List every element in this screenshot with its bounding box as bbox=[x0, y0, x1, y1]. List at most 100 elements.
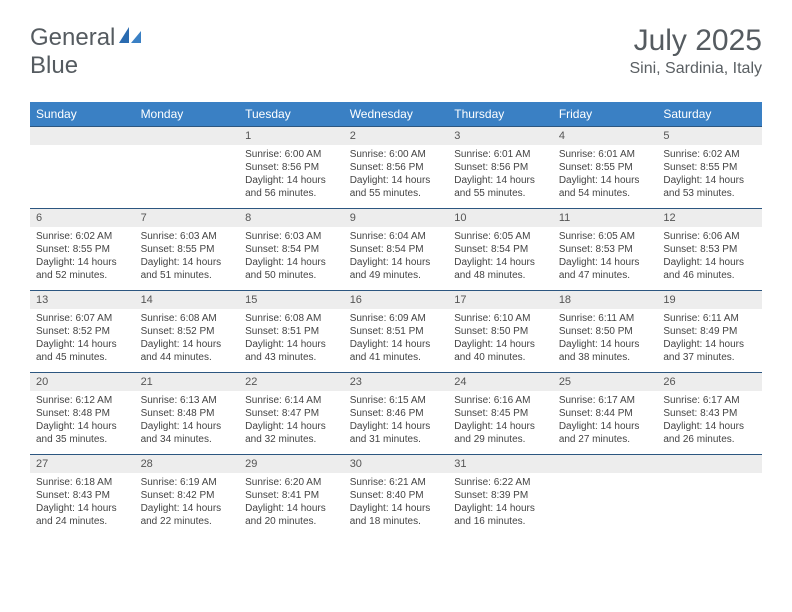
sunrise-text: Sunrise: 6:01 AM bbox=[454, 148, 547, 161]
day-cell: 10Sunrise: 6:05 AMSunset: 8:54 PMDayligh… bbox=[448, 209, 553, 291]
sunset-text: Sunset: 8:50 PM bbox=[559, 325, 652, 338]
day-cell: 30Sunrise: 6:21 AMSunset: 8:40 PMDayligh… bbox=[344, 455, 449, 537]
day-number bbox=[657, 455, 762, 473]
day-number: 19 bbox=[657, 291, 762, 309]
day-cell: 7Sunrise: 6:03 AMSunset: 8:55 PMDaylight… bbox=[135, 209, 240, 291]
day-body: Sunrise: 6:11 AMSunset: 8:50 PMDaylight:… bbox=[553, 309, 658, 370]
week-row: 20Sunrise: 6:12 AMSunset: 8:48 PMDayligh… bbox=[30, 373, 762, 455]
column-header: Sunday bbox=[30, 102, 135, 127]
location-text: Sini, Sardinia, Italy bbox=[629, 60, 762, 78]
sunset-text: Sunset: 8:48 PM bbox=[36, 407, 129, 420]
sunrise-text: Sunrise: 6:18 AM bbox=[36, 476, 129, 489]
day-body: Sunrise: 6:11 AMSunset: 8:49 PMDaylight:… bbox=[657, 309, 762, 370]
day-body: Sunrise: 6:06 AMSunset: 8:53 PMDaylight:… bbox=[657, 227, 762, 288]
day-body: Sunrise: 6:00 AMSunset: 8:56 PMDaylight:… bbox=[239, 145, 344, 206]
sunrise-text: Sunrise: 6:08 AM bbox=[141, 312, 234, 325]
day-body: Sunrise: 6:15 AMSunset: 8:46 PMDaylight:… bbox=[344, 391, 449, 452]
day-cell: 3Sunrise: 6:01 AMSunset: 8:56 PMDaylight… bbox=[448, 127, 553, 209]
day-body: Sunrise: 6:09 AMSunset: 8:51 PMDaylight:… bbox=[344, 309, 449, 370]
sunset-text: Sunset: 8:52 PM bbox=[36, 325, 129, 338]
daylight-text: Daylight: 14 hours and 22 minutes. bbox=[141, 502, 234, 528]
day-number: 2 bbox=[344, 127, 449, 145]
daylight-text: Daylight: 14 hours and 54 minutes. bbox=[559, 174, 652, 200]
sunset-text: Sunset: 8:56 PM bbox=[245, 161, 338, 174]
column-header: Tuesday bbox=[239, 102, 344, 127]
sunset-text: Sunset: 8:39 PM bbox=[454, 489, 547, 502]
day-body: Sunrise: 6:12 AMSunset: 8:48 PMDaylight:… bbox=[30, 391, 135, 452]
sunset-text: Sunset: 8:52 PM bbox=[141, 325, 234, 338]
calendar-table: SundayMondayTuesdayWednesdayThursdayFrid… bbox=[30, 102, 762, 537]
day-cell: 13Sunrise: 6:07 AMSunset: 8:52 PMDayligh… bbox=[30, 291, 135, 373]
day-cell: 24Sunrise: 6:16 AMSunset: 8:45 PMDayligh… bbox=[448, 373, 553, 455]
sunset-text: Sunset: 8:56 PM bbox=[350, 161, 443, 174]
week-row: 13Sunrise: 6:07 AMSunset: 8:52 PMDayligh… bbox=[30, 291, 762, 373]
column-header: Saturday bbox=[657, 102, 762, 127]
sunset-text: Sunset: 8:54 PM bbox=[245, 243, 338, 256]
sunrise-text: Sunrise: 6:07 AM bbox=[36, 312, 129, 325]
daylight-text: Daylight: 14 hours and 27 minutes. bbox=[559, 420, 652, 446]
day-number bbox=[30, 127, 135, 145]
sunrise-text: Sunrise: 6:17 AM bbox=[663, 394, 756, 407]
day-cell: 23Sunrise: 6:15 AMSunset: 8:46 PMDayligh… bbox=[344, 373, 449, 455]
day-body: Sunrise: 6:17 AMSunset: 8:44 PMDaylight:… bbox=[553, 391, 658, 452]
day-cell: 14Sunrise: 6:08 AMSunset: 8:52 PMDayligh… bbox=[135, 291, 240, 373]
day-number: 15 bbox=[239, 291, 344, 309]
page-container: General July 2025 Sini, Sardinia, Italy … bbox=[0, 0, 792, 557]
sunrise-text: Sunrise: 6:09 AM bbox=[350, 312, 443, 325]
day-cell: 9Sunrise: 6:04 AMSunset: 8:54 PMDaylight… bbox=[344, 209, 449, 291]
daylight-text: Daylight: 14 hours and 55 minutes. bbox=[454, 174, 547, 200]
day-cell: 15Sunrise: 6:08 AMSunset: 8:51 PMDayligh… bbox=[239, 291, 344, 373]
day-number: 6 bbox=[30, 209, 135, 227]
daylight-text: Daylight: 14 hours and 34 minutes. bbox=[141, 420, 234, 446]
logo-sail-icon bbox=[117, 24, 143, 52]
sunset-text: Sunset: 8:53 PM bbox=[663, 243, 756, 256]
daylight-text: Daylight: 14 hours and 35 minutes. bbox=[36, 420, 129, 446]
daylight-text: Daylight: 14 hours and 16 minutes. bbox=[454, 502, 547, 528]
day-number: 30 bbox=[344, 455, 449, 473]
daylight-text: Daylight: 14 hours and 41 minutes. bbox=[350, 338, 443, 364]
calendar-body: 1Sunrise: 6:00 AMSunset: 8:56 PMDaylight… bbox=[30, 127, 762, 537]
day-number: 28 bbox=[135, 455, 240, 473]
daylight-text: Daylight: 14 hours and 47 minutes. bbox=[559, 256, 652, 282]
day-cell: 1Sunrise: 6:00 AMSunset: 8:56 PMDaylight… bbox=[239, 127, 344, 209]
day-body: Sunrise: 6:01 AMSunset: 8:56 PMDaylight:… bbox=[448, 145, 553, 206]
day-number: 5 bbox=[657, 127, 762, 145]
day-number: 31 bbox=[448, 455, 553, 473]
day-number: 9 bbox=[344, 209, 449, 227]
day-cell bbox=[553, 455, 658, 537]
sunset-text: Sunset: 8:40 PM bbox=[350, 489, 443, 502]
daylight-text: Daylight: 14 hours and 52 minutes. bbox=[36, 256, 129, 282]
day-body: Sunrise: 6:00 AMSunset: 8:56 PMDaylight:… bbox=[344, 145, 449, 206]
sunrise-text: Sunrise: 6:14 AM bbox=[245, 394, 338, 407]
day-number: 20 bbox=[30, 373, 135, 391]
daylight-text: Daylight: 14 hours and 51 minutes. bbox=[141, 256, 234, 282]
day-body: Sunrise: 6:07 AMSunset: 8:52 PMDaylight:… bbox=[30, 309, 135, 370]
day-number: 24 bbox=[448, 373, 553, 391]
daylight-text: Daylight: 14 hours and 18 minutes. bbox=[350, 502, 443, 528]
day-body: Sunrise: 6:16 AMSunset: 8:45 PMDaylight:… bbox=[448, 391, 553, 452]
day-cell: 22Sunrise: 6:14 AMSunset: 8:47 PMDayligh… bbox=[239, 373, 344, 455]
day-body: Sunrise: 6:19 AMSunset: 8:42 PMDaylight:… bbox=[135, 473, 240, 534]
daylight-text: Daylight: 14 hours and 38 minutes. bbox=[559, 338, 652, 364]
sunrise-text: Sunrise: 6:21 AM bbox=[350, 476, 443, 489]
day-number: 25 bbox=[553, 373, 658, 391]
day-body: Sunrise: 6:21 AMSunset: 8:40 PMDaylight:… bbox=[344, 473, 449, 534]
day-cell: 20Sunrise: 6:12 AMSunset: 8:48 PMDayligh… bbox=[30, 373, 135, 455]
day-body: Sunrise: 6:08 AMSunset: 8:51 PMDaylight:… bbox=[239, 309, 344, 370]
day-cell: 17Sunrise: 6:10 AMSunset: 8:50 PMDayligh… bbox=[448, 291, 553, 373]
day-cell: 8Sunrise: 6:03 AMSunset: 8:54 PMDaylight… bbox=[239, 209, 344, 291]
sunset-text: Sunset: 8:51 PM bbox=[350, 325, 443, 338]
sunrise-text: Sunrise: 6:02 AM bbox=[663, 148, 756, 161]
sunset-text: Sunset: 8:53 PM bbox=[559, 243, 652, 256]
calendar-header-row: SundayMondayTuesdayWednesdayThursdayFrid… bbox=[30, 102, 762, 127]
day-cell: 28Sunrise: 6:19 AMSunset: 8:42 PMDayligh… bbox=[135, 455, 240, 537]
title-block: July 2025 Sini, Sardinia, Italy bbox=[629, 24, 762, 78]
daylight-text: Daylight: 14 hours and 55 minutes. bbox=[350, 174, 443, 200]
daylight-text: Daylight: 14 hours and 37 minutes. bbox=[663, 338, 756, 364]
day-cell bbox=[30, 127, 135, 209]
daylight-text: Daylight: 14 hours and 40 minutes. bbox=[454, 338, 547, 364]
day-cell: 29Sunrise: 6:20 AMSunset: 8:41 PMDayligh… bbox=[239, 455, 344, 537]
sunrise-text: Sunrise: 6:15 AM bbox=[350, 394, 443, 407]
day-body: Sunrise: 6:05 AMSunset: 8:54 PMDaylight:… bbox=[448, 227, 553, 288]
column-header: Thursday bbox=[448, 102, 553, 127]
